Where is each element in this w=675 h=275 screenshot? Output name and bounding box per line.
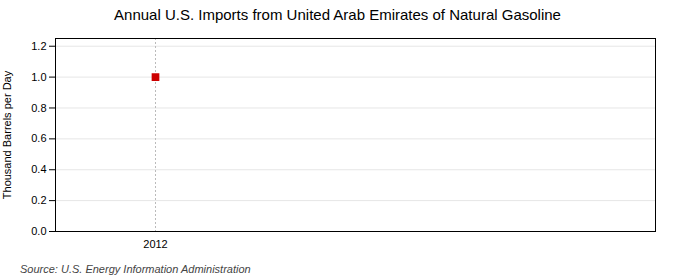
svg-text:1.0: 1.0 (31, 71, 46, 83)
html-text:Source: U.S. Energy Informatio: Source: U.S. Energy Information Administ… (20, 263, 251, 275)
svg-text:1.2: 1.2 (31, 40, 46, 52)
html-text:Annual U.S. Imports from Unite: Annual U.S. Imports from United Arab Emi… (114, 6, 561, 23)
svg-text:Thousand Barrels per Day: Thousand Barrels per Day (1, 70, 13, 199)
svg-text:0.2: 0.2 (31, 194, 46, 206)
svg-text:0.8: 0.8 (31, 102, 46, 114)
svg-text:0.0: 0.0 (31, 225, 46, 237)
svg-text:2012: 2012 (143, 238, 167, 250)
svg-text:0.6: 0.6 (31, 132, 46, 144)
svg-text:0.4: 0.4 (31, 163, 46, 175)
